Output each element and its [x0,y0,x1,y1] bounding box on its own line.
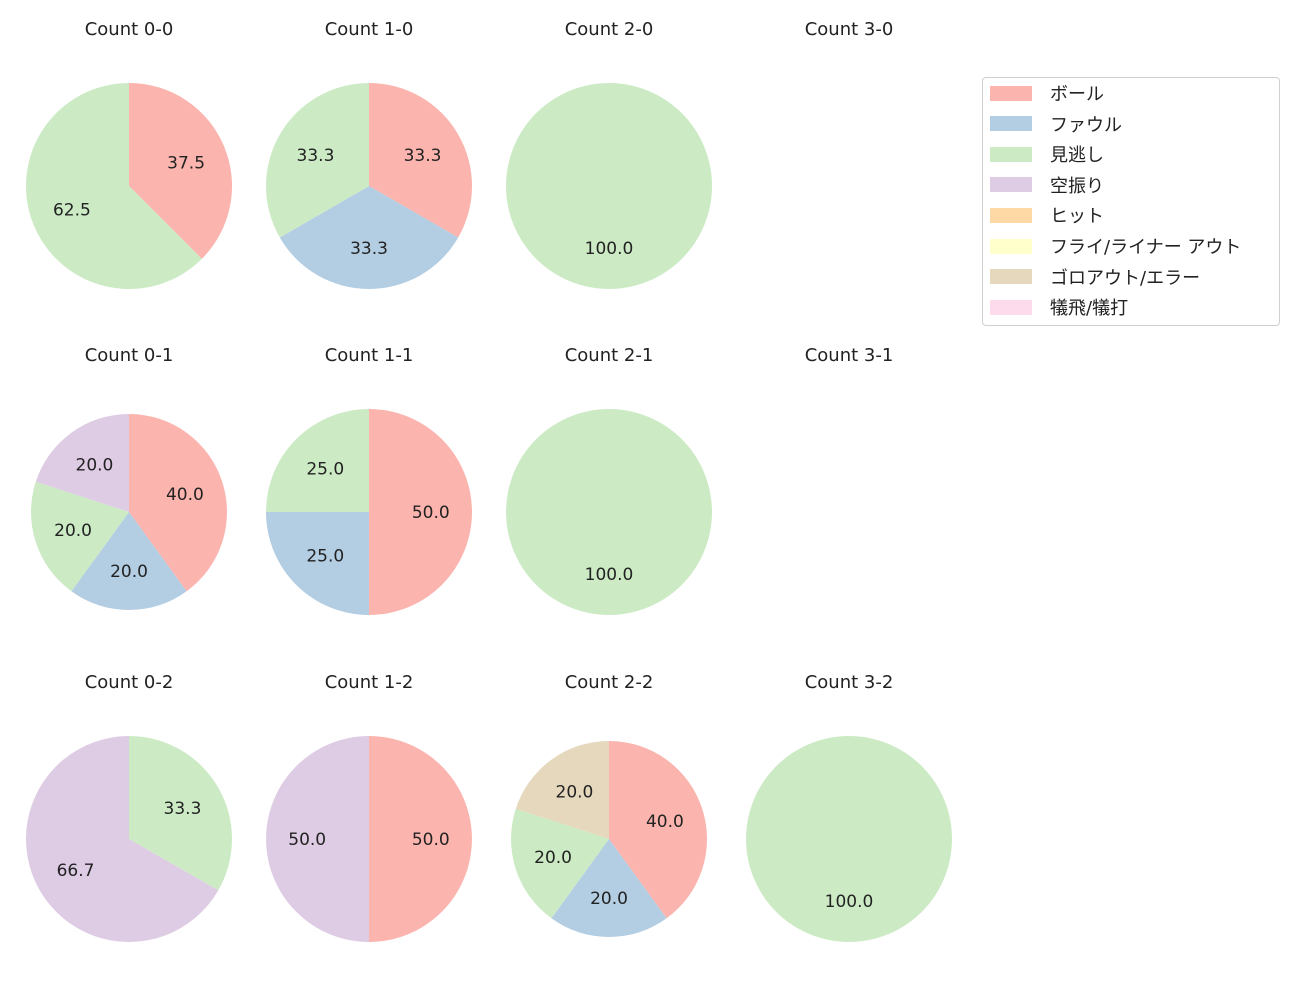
slice-label: 37.5 [167,153,205,173]
slice-label: 40.0 [166,485,204,505]
pie-title: Count 3-1 [805,345,894,366]
pie-title: Count 1-1 [325,345,414,366]
pie-slice-ボール [369,409,472,615]
pie-slice-見逃し [26,83,202,289]
pie-slice-ボール [129,83,232,259]
pie-slice-見逃し [129,736,232,891]
legend-item: ボール [990,83,1104,105]
pie-slice-見逃し [30,481,129,592]
slice-label: 33.3 [164,799,202,819]
slice-label: 33.3 [404,146,442,166]
pie-slice-ボール [129,414,228,592]
slice-label: 20.0 [110,562,148,582]
pie-title: Count 0-0 [85,19,174,40]
pie-title: Count 2-2 [565,672,654,693]
slice-label: 33.3 [297,146,335,166]
pie-slice-ボール [369,736,472,942]
slice-label: 20.0 [534,848,572,868]
slice-label: 20.0 [556,782,594,802]
pie-title: Count 2-1 [565,345,654,366]
pie-slice-見逃し [506,83,712,289]
pie-slice-ファウル [266,512,369,615]
legend-swatch [990,269,1032,285]
pie-title: Count 0-2 [85,672,174,693]
slice-label: 40.0 [646,812,684,832]
pie-slice-空振り [35,414,129,512]
legend-item: フライ/ライナー アウト [990,236,1242,258]
slice-label: 20.0 [590,889,628,909]
legend-label: ゴロアウト/エラー [1050,267,1201,289]
slice-label: 25.0 [306,547,344,567]
legend-swatch [990,207,1032,223]
pie-slice-ファウル [71,512,187,611]
pie-title: Count 0-1 [85,345,174,366]
legend-item: ファウル [990,114,1122,136]
legend-label: ボール [1050,84,1104,105]
legend-label: 空振り [1050,175,1104,197]
slice-label: 100.0 [585,239,634,259]
legend-item: ヒット [990,205,1104,228]
legend-item: 犠飛/犠打 [990,297,1129,320]
slice-label: 20.0 [76,455,114,475]
pie-slice-ゴロアウト/エラー [515,741,609,839]
pie-slice-空振り [25,736,219,943]
slice-label: 25.0 [306,459,344,479]
pie-slice-見逃し [510,808,609,919]
pie-slice-見逃し [506,409,712,615]
legend-label: ファウル [1050,114,1122,136]
slice-label: 50.0 [412,503,450,523]
legend-swatch [990,177,1032,193]
legend-label: ヒット [1050,206,1104,228]
pie-slice-ボール [369,83,472,238]
legend-item: 空振り [990,175,1104,197]
pie-slice-見逃し [266,83,369,238]
slice-label: 100.0 [825,892,874,912]
legend-label: フライ/ライナー アウト [1050,237,1242,258]
legend-swatch [990,85,1032,101]
slice-label: 50.0 [412,830,450,850]
legend-label: 犠飛/犠打 [1050,298,1129,320]
pie-title: Count 1-2 [325,672,414,693]
slice-label: 66.7 [57,861,95,881]
legend-swatch [990,299,1032,315]
legend: ボールファウル見逃し空振りヒットフライ/ライナー アウト ゴロアウト/エラー 犠飛/… [982,77,1280,326]
legend-item: ゴロアウト/エラー [990,267,1201,289]
pie-title: Count 3-2 [805,672,894,693]
legend-swatch [990,116,1032,132]
slice-label: 100.0 [585,565,634,585]
pie-slice-ファウル [551,839,667,937]
slice-label: 20.0 [54,521,92,541]
pie-slice-見逃し [746,736,952,942]
legend-label: 見逃し [1050,145,1104,167]
pie-slice-ボール [609,741,707,919]
legend-swatch [990,146,1032,162]
pie-title: Count 3-0 [805,19,894,40]
slice-label: 62.5 [53,201,91,221]
slice-label: 50.0 [288,830,326,850]
pie-slice-空振り [266,736,369,942]
pie-title: Count 2-0 [565,19,654,40]
legend-swatch [990,238,1032,254]
slice-label: 33.3 [350,239,388,259]
legend-item: 見逃し [990,144,1104,167]
pie-slice-見逃し [266,409,369,512]
pie-title: Count 1-0 [325,19,414,40]
